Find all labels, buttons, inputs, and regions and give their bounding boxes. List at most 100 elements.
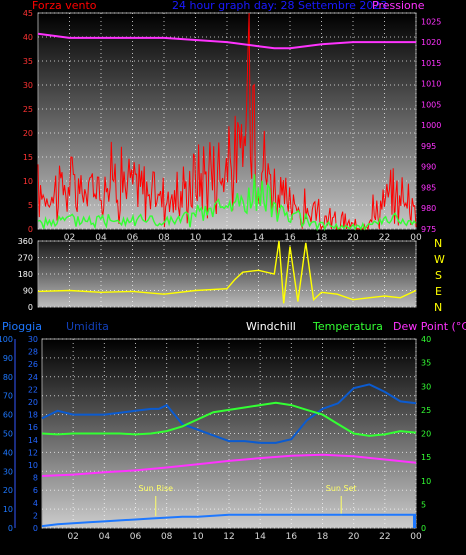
series-temperature [41,401,417,437]
y-inner-tick: 8 [33,474,38,483]
x-tick-label: 22 [379,532,390,542]
legend-umidita: Umidita [66,320,109,333]
y-left-tick: 15 [23,153,33,162]
y-inner-tick: 26 [28,360,38,369]
legend-windchill: Windchill [246,320,296,333]
y-right-tick: 10 [421,477,431,486]
y-inner-tick: 22 [28,385,38,394]
x-tick-label: 08 [158,233,170,243]
y-outer-tick: 70 [3,392,13,401]
compass-s: S [435,269,442,282]
y-outer-tick: 10 [3,505,13,514]
y-right-tick: 40 [421,335,431,344]
x-tick-label: 10 [190,233,202,243]
y-inner-tick: 28 [28,348,38,357]
y-tick-direction: 360 [18,237,33,246]
y-inner-tick: 0 [33,524,38,533]
series-wind-avg [37,174,417,232]
compass-n-top: N [434,237,442,250]
y-tick-direction: 0 [28,303,33,312]
y-right-tick: 35 [421,359,431,368]
x-tick-label: 06 [130,532,142,542]
x-tick-label: 06 [127,233,139,243]
annotation-label: Sun Rise [138,484,173,493]
y-right-tick: 5 [421,500,426,509]
y-inner-tick: 2 [33,511,38,520]
y-outer-tick: 40 [3,448,13,457]
y-left-tick: 40 [23,33,33,42]
x-tick-label: 18 [317,532,329,542]
y-left-tick: 45 [23,9,33,18]
y-right-tick: 1000 [421,121,441,130]
y-right-tick: 30 [421,382,431,391]
compass-e: E [435,285,442,298]
x-tick-label: 20 [348,532,360,542]
x-tick-label: 18 [316,233,328,243]
rain-end-bar [413,514,416,528]
x-tick-label: 22 [379,233,390,243]
x-tick-label: 04 [99,532,111,542]
x-tick-label: 16 [286,532,298,542]
y-outer-tick: 90 [3,354,13,363]
x-tick-label: 08 [161,532,173,542]
series-rain [41,513,416,528]
header-right-label: Pressione [372,0,425,12]
annotation-label: Sun Set [326,484,357,493]
x-tick-label: 02 [67,532,78,542]
y-outer-tick: 20 [3,486,13,495]
y-inner-tick: 6 [33,486,38,495]
y-inner-tick: 12 [28,448,38,457]
legend-dew-point: Dew Point (°C) [393,320,466,333]
compass-n-bottom: N [434,301,442,314]
y-outer-tick: 0 [8,524,13,533]
y-left-tick: 5 [28,201,33,210]
series-humidity [41,383,417,444]
y-right-tick: 995 [421,142,436,151]
y-left-tick: 10 [23,177,33,186]
y-right-tick: 975 [421,225,436,234]
y-right-tick: 1020 [421,38,441,47]
y-outer-tick: 100 [0,335,13,344]
series-wind-gust [37,12,417,231]
y-tick-direction: 180 [18,270,33,279]
y-tick-direction: 270 [18,254,33,263]
y-inner-tick: 4 [33,499,38,508]
y-right-tick: 0 [421,524,426,533]
series-wind-direction [37,240,417,304]
y-inner-tick: 10 [28,461,38,470]
y-right-tick: 980 [421,204,436,213]
compass-w: W [434,253,445,266]
x-tick-label: 12 [223,532,234,542]
y-inner-tick: 18 [28,411,38,420]
y-right-tick: 15 [421,453,431,462]
x-tick-label: 00 [410,532,422,542]
y-inner-tick: 30 [28,335,38,344]
y-left-tick: 35 [23,57,33,66]
y-right-tick: 985 [421,183,436,192]
x-tick-label: 12 [221,233,232,243]
x-tick-label: 20 [347,233,359,243]
header-left-label: Forza vento [32,0,97,12]
x-tick-label: 10 [192,532,204,542]
y-right-tick: 20 [421,430,431,439]
y-outer-tick: 30 [3,467,13,476]
x-tick-label: 02 [64,233,75,243]
y-tick-direction: 90 [23,287,33,296]
y-right-tick: 25 [421,406,431,415]
series-dew-point [41,453,417,477]
y-right-tick: 1015 [421,59,441,68]
y-outer-tick: 50 [3,430,13,439]
series-pressure [37,32,416,50]
header-center-title: 24 hour graph day: 28 Settembre 2023 [172,0,387,12]
y-left-tick: 20 [23,129,33,138]
y-inner-tick: 14 [28,436,38,445]
y-left-tick: 30 [23,81,33,90]
y-right-tick: 1025 [421,17,441,26]
y-left-tick: 25 [23,105,33,114]
x-tick-label: 14 [253,233,265,243]
y-outer-tick: 80 [3,373,13,382]
y-right-tick: 1010 [421,80,441,89]
y-right-tick: 990 [421,163,436,172]
x-tick-label: 14 [254,532,266,542]
